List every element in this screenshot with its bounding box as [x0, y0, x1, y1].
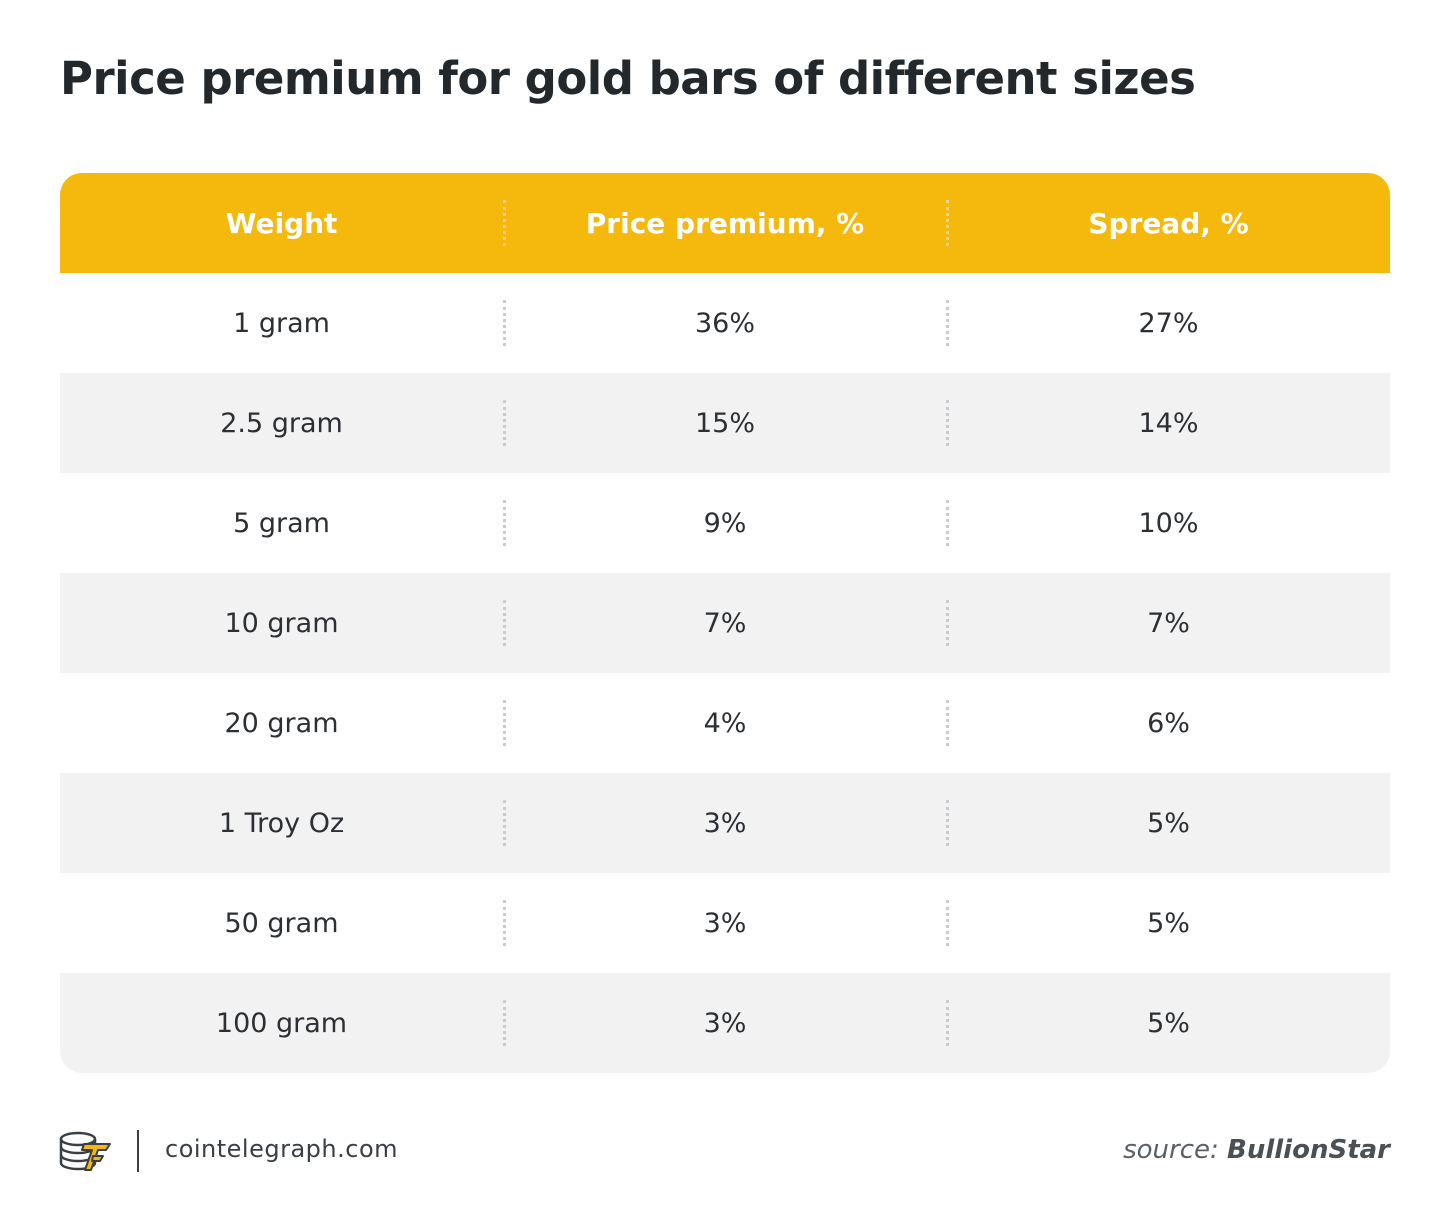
- cell-spread: 5%: [1147, 907, 1190, 939]
- table-row: 1 Troy Oz 3% 5%: [60, 773, 1390, 873]
- column-separator: [503, 200, 506, 246]
- cell-price-premium: 3%: [703, 1007, 747, 1039]
- column-separator: [946, 900, 949, 946]
- cell-price-premium: 7%: [703, 607, 747, 639]
- cointelegraph-logo-icon: [59, 1131, 111, 1171]
- cell-weight: 50 gram: [224, 907, 339, 939]
- column-separator: [503, 800, 506, 846]
- column-separator: [503, 900, 506, 946]
- column-separator: [946, 500, 949, 546]
- cell-price-premium: 15%: [694, 407, 755, 439]
- cell-weight: 1 Troy Oz: [218, 807, 345, 839]
- column-separator: [946, 1000, 949, 1046]
- cell-price-premium: 9%: [703, 507, 747, 539]
- page-title: Price premium for gold bars of different…: [60, 52, 1196, 105]
- cell-spread: 10%: [1138, 507, 1199, 539]
- cell-price-premium: 3%: [703, 907, 747, 939]
- table-row: 20 gram 4% 6%: [60, 673, 1390, 773]
- cell-price-premium: 3%: [703, 807, 747, 839]
- table-row: 5 gram 9% 10%: [60, 473, 1390, 573]
- column-separator: [503, 300, 506, 346]
- footer-divider: [137, 1130, 139, 1172]
- cell-spread: 7%: [1147, 607, 1190, 639]
- table-row: 50 gram 3% 5%: [60, 873, 1390, 973]
- table-row: 10 gram 7% 7%: [60, 573, 1390, 673]
- cell-spread: 27%: [1138, 307, 1199, 339]
- column-separator: [503, 1000, 506, 1046]
- table-header-row: Weight Price premium, % Spread, %: [60, 173, 1390, 273]
- column-separator: [946, 400, 949, 446]
- column-separator: [946, 800, 949, 846]
- source-label: source:: [1123, 1135, 1219, 1165]
- cell-weight: 1 gram: [233, 307, 330, 339]
- column-separator: [503, 700, 506, 746]
- header-cell-price-premium: Price premium, %: [585, 206, 865, 240]
- cell-price-premium: 36%: [694, 307, 755, 339]
- cell-spread: 6%: [1147, 707, 1190, 739]
- table-row: 1 gram 36% 27%: [60, 273, 1390, 373]
- column-separator: [946, 200, 949, 246]
- header-cell-weight: Weight: [225, 206, 338, 240]
- data-table: Weight Price premium, % Spread, % 1 gram…: [60, 173, 1390, 1073]
- table-row: 2.5 gram 15% 14%: [60, 373, 1390, 473]
- cell-spread: 5%: [1147, 1007, 1190, 1039]
- cell-spread: 14%: [1138, 407, 1199, 439]
- table-row: 100 gram 3% 5%: [60, 973, 1390, 1073]
- column-separator: [946, 600, 949, 646]
- cell-weight: 5 gram: [233, 507, 330, 539]
- table-body: 1 gram 36% 27% 2.5 gram 15% 14% 5 gram 9% 10% 10 …: [60, 273, 1390, 1073]
- cell-weight: 10 gram: [224, 607, 339, 639]
- footer-source: source: BullionStar: [1123, 1135, 1390, 1165]
- column-separator: [946, 300, 949, 346]
- column-separator: [503, 500, 506, 546]
- cell-price-premium: 4%: [703, 707, 747, 739]
- cell-weight: 100 gram: [215, 1007, 348, 1039]
- column-separator: [503, 400, 506, 446]
- header-cell-spread: Spread, %: [1088, 206, 1249, 240]
- column-separator: [503, 600, 506, 646]
- footer-site-link[interactable]: cointelegraph.com: [165, 1135, 399, 1163]
- cell-weight: 2.5 gram: [220, 407, 343, 439]
- cell-weight: 20 gram: [224, 707, 339, 739]
- column-separator: [946, 700, 949, 746]
- cell-spread: 5%: [1147, 807, 1190, 839]
- source-name: BullionStar: [1227, 1135, 1390, 1165]
